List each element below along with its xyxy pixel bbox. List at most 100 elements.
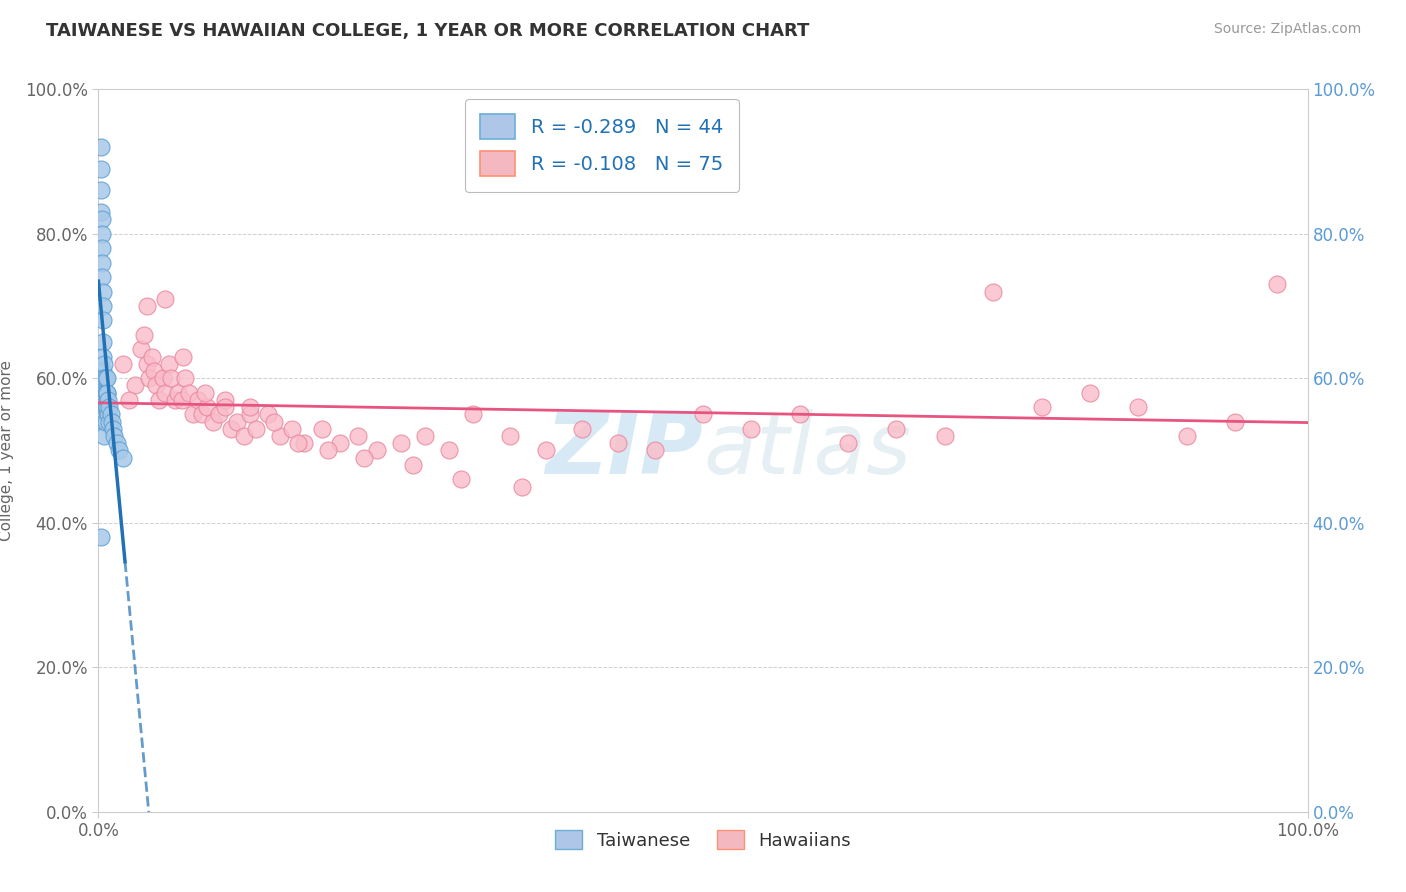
Point	[245, 422, 267, 436]
Point	[789, 407, 811, 421]
Point	[174, 371, 197, 385]
Point	[91, 227, 114, 241]
Point	[287, 436, 309, 450]
Point	[1175, 429, 1198, 443]
Point	[607, 436, 630, 450]
Point	[740, 422, 762, 436]
Point	[148, 392, 170, 407]
Point	[105, 436, 128, 450]
Point	[498, 429, 520, 443]
Point	[194, 385, 217, 400]
Point	[644, 443, 666, 458]
Point	[239, 407, 262, 421]
Point	[129, 343, 152, 357]
Point	[94, 415, 117, 429]
Point	[239, 400, 262, 414]
Point	[214, 400, 236, 414]
Point	[157, 357, 180, 371]
Point	[93, 400, 115, 414]
Point	[837, 436, 859, 450]
Point	[94, 371, 117, 385]
Point	[187, 392, 209, 407]
Point	[93, 415, 115, 429]
Point	[195, 400, 218, 414]
Point	[163, 392, 186, 407]
Point	[886, 422, 908, 436]
Y-axis label: College, 1 year or more: College, 1 year or more	[0, 360, 14, 541]
Point	[191, 407, 214, 421]
Point	[167, 385, 190, 400]
Text: ZIP: ZIP	[546, 409, 703, 492]
Point	[179, 385, 201, 400]
Text: atlas: atlas	[703, 409, 911, 492]
Point	[153, 385, 176, 400]
Point	[152, 371, 174, 385]
Point	[366, 443, 388, 458]
Point	[329, 436, 352, 450]
Point	[208, 407, 231, 421]
Point	[93, 371, 115, 385]
Point	[981, 285, 1004, 299]
Point	[93, 385, 115, 400]
Point	[389, 436, 412, 450]
Point	[510, 480, 533, 494]
Point	[292, 436, 315, 450]
Point	[134, 327, 156, 342]
Point	[111, 450, 134, 465]
Point	[347, 429, 370, 443]
Point	[101, 422, 124, 436]
Point	[93, 371, 115, 385]
Point	[108, 443, 131, 458]
Point	[91, 313, 114, 327]
Point	[160, 371, 183, 385]
Point	[413, 429, 436, 443]
Point	[1223, 415, 1246, 429]
Point	[96, 385, 118, 400]
Point	[214, 392, 236, 407]
Point	[135, 299, 157, 313]
Point	[353, 450, 375, 465]
Point	[256, 407, 278, 421]
Point	[91, 285, 114, 299]
Point	[311, 422, 333, 436]
Point	[96, 400, 118, 414]
Point	[1128, 400, 1150, 414]
Point	[202, 415, 225, 429]
Point	[269, 429, 291, 443]
Point	[93, 357, 115, 371]
Point	[94, 400, 117, 414]
Point	[94, 385, 117, 400]
Text: TAIWANESE VS HAWAIIAN COLLEGE, 1 YEAR OR MORE CORRELATION CHART: TAIWANESE VS HAWAIIAN COLLEGE, 1 YEAR OR…	[46, 22, 810, 40]
Point	[90, 161, 112, 176]
Point	[221, 422, 243, 436]
Point	[450, 472, 472, 486]
Point	[98, 415, 121, 429]
Text: Source: ZipAtlas.com: Source: ZipAtlas.com	[1213, 22, 1361, 37]
Point	[143, 364, 166, 378]
Point	[437, 443, 460, 458]
Point	[91, 299, 114, 313]
Point	[91, 212, 114, 227]
Legend: Taiwanese, Hawaiians: Taiwanese, Hawaiians	[548, 823, 858, 857]
Point	[100, 415, 122, 429]
Point	[97, 407, 120, 421]
Point	[226, 415, 249, 429]
Point	[91, 378, 114, 392]
Point	[281, 422, 304, 436]
Point	[692, 407, 714, 421]
Point	[90, 205, 112, 219]
Point	[118, 392, 141, 407]
Point	[91, 241, 114, 255]
Point	[93, 385, 115, 400]
Point	[172, 350, 194, 364]
Point	[263, 415, 285, 429]
Point	[170, 392, 193, 407]
Point	[97, 392, 120, 407]
Point	[90, 530, 112, 544]
Point	[1078, 385, 1101, 400]
Point	[103, 429, 125, 443]
Point	[135, 357, 157, 371]
Point	[934, 429, 956, 443]
Point	[534, 443, 557, 458]
Point	[91, 350, 114, 364]
